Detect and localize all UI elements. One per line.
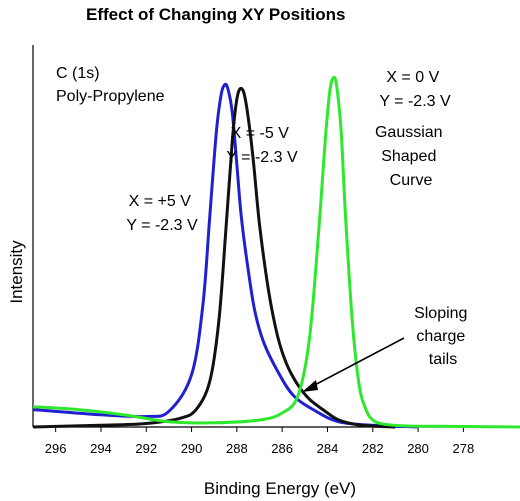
tails-arrow	[302, 337, 405, 392]
annotation-green-label: X = 0 V Y = -2.3 V	[379, 69, 451, 110]
x-tick-label: 290	[181, 441, 203, 456]
x-tick-label: 282	[362, 441, 384, 456]
annotation-tails: Sloping charge tails	[414, 305, 472, 368]
annotation-tails-line-2: charge	[416, 328, 465, 345]
y-axis-label: Intensity	[7, 240, 26, 304]
series-line-3	[32, 75, 520, 429]
annotation-gaussian-line-1: Gaussian	[375, 124, 443, 141]
x-axis-label: Binding Energy (eV)	[204, 479, 356, 498]
x-ticks: 296 294 292 290 288 286 284 282 280 278	[45, 427, 474, 456]
x-tick-label: 292	[135, 441, 157, 456]
annotation-tails-line-3: tails	[429, 351, 457, 368]
chart-title: Effect of Changing XY Positions	[86, 5, 346, 24]
annotation-blue-line-1: X = +5 V	[129, 193, 192, 210]
annotation-green-line-2: Y = -2.3 V	[379, 93, 451, 110]
annotation-sample-line-1: C (1s)	[56, 65, 100, 82]
x-tick-label: 284	[317, 441, 339, 456]
x-tick-label: 280	[407, 441, 429, 456]
annotation-black-line-2: Y = -2.3 V	[226, 149, 298, 166]
tails-arrow-shaft	[308, 337, 405, 389]
series-group	[32, 75, 520, 429]
annotation-green-line-1: X = 0 V	[386, 69, 439, 86]
annotation-black-line-1: X = -5 V	[231, 125, 290, 142]
annotation-gaussian-line-3: Curve	[390, 172, 433, 189]
annotation-blue-line-2: Y = -2.3 V	[126, 217, 198, 234]
x-tick-label: 278	[453, 441, 475, 456]
x-tick-label: 296	[45, 441, 67, 456]
annotation-gaussian-line-2: Shaped	[381, 148, 436, 165]
annotation-sample-line-2: Poly-Propylene	[56, 88, 165, 105]
annotation-sample: C (1s) Poly-Propylene	[56, 65, 165, 105]
x-tick-label: 288	[226, 441, 248, 456]
annotation-black-label: X = -5 V Y = -2.3 V	[226, 125, 298, 166]
series-line-2	[32, 86, 396, 429]
annotation-blue-label: X = +5 V Y = -2.3 V	[126, 193, 198, 234]
annotation-gaussian: Gaussian Shaped Curve	[375, 124, 447, 189]
x-tick-label: 294	[90, 441, 112, 456]
tails-arrow-head	[302, 380, 318, 392]
x-tick-label: 286	[271, 441, 293, 456]
annotation-tails-line-1: Sloping	[414, 305, 467, 322]
